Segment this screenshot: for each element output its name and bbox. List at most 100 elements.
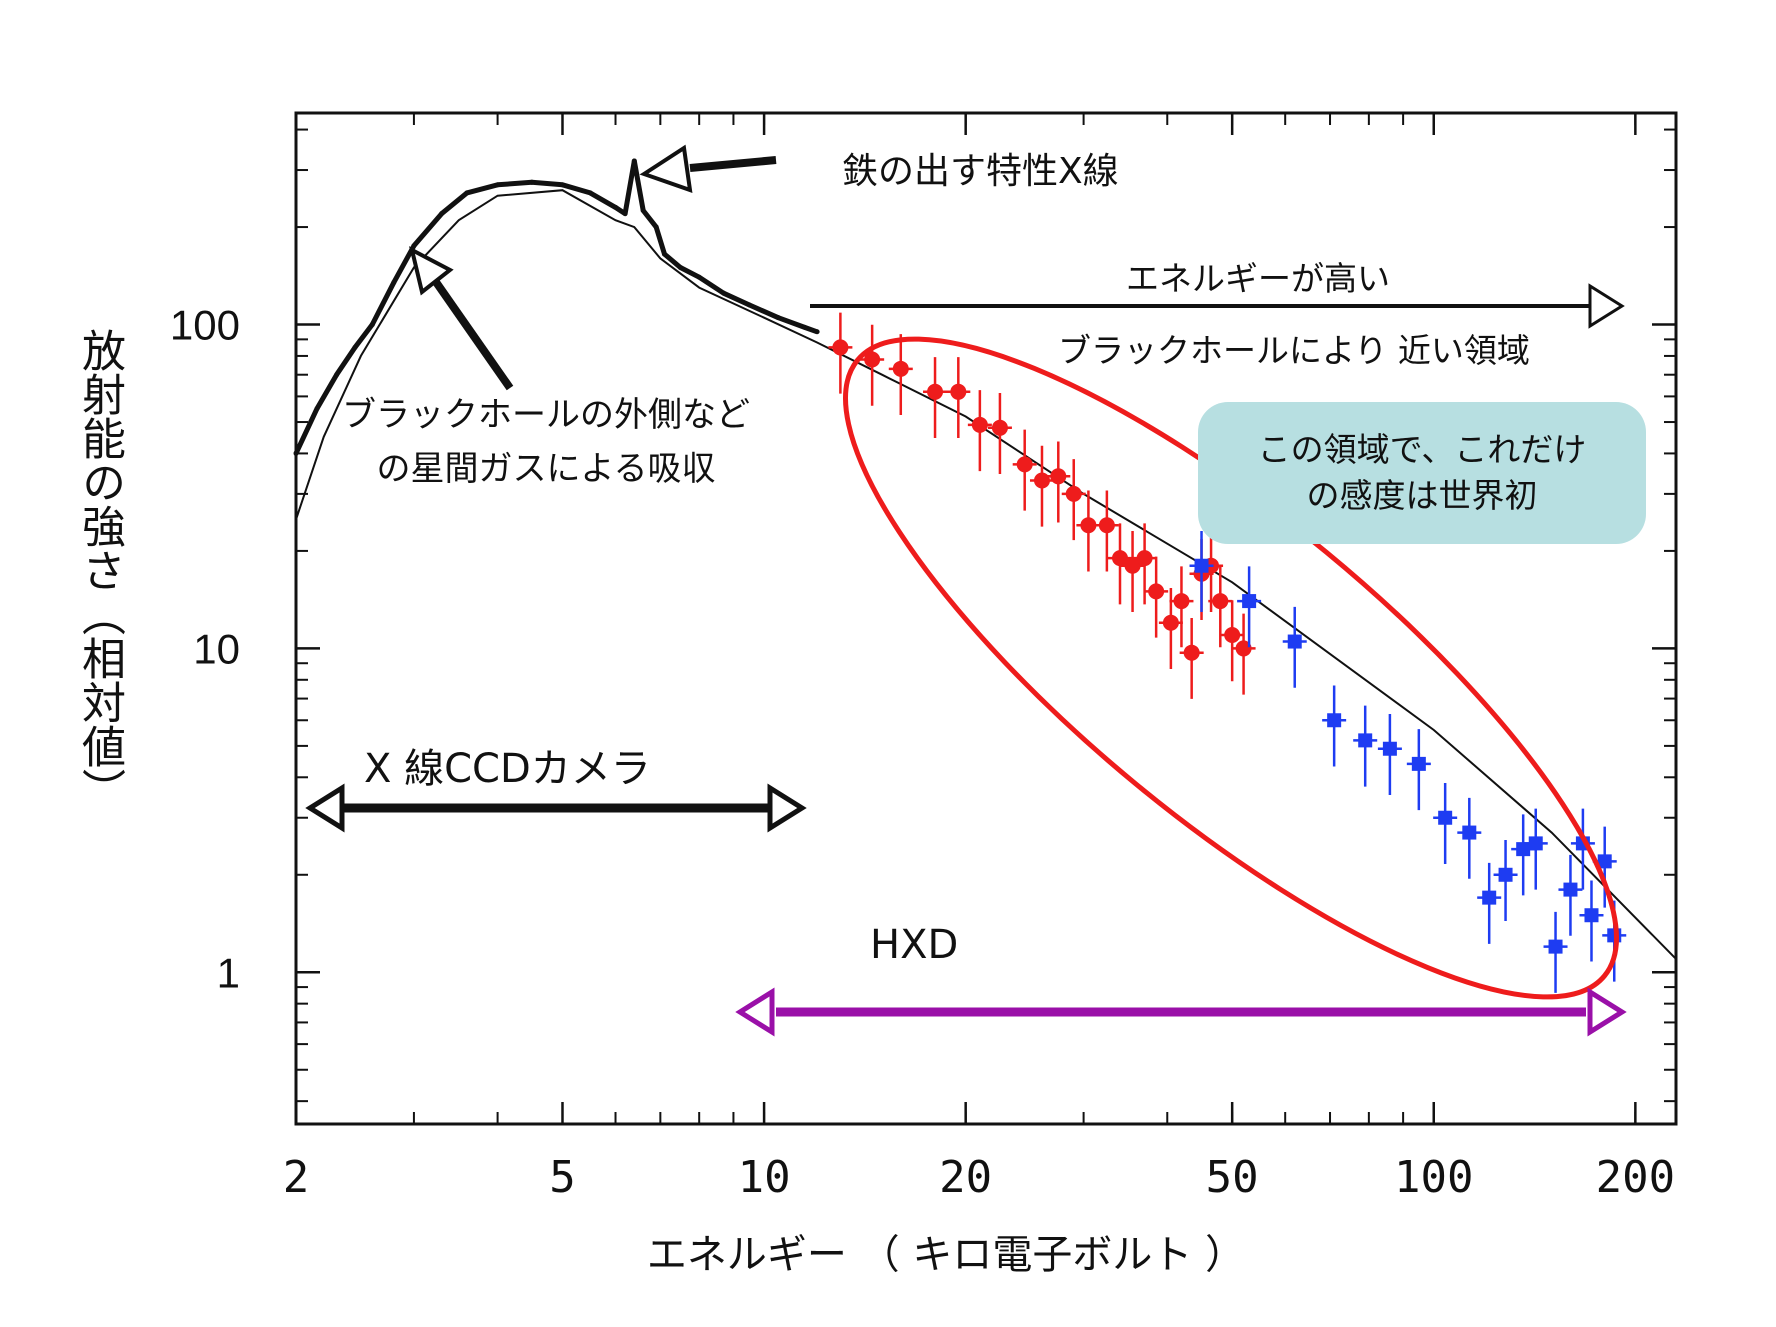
data-point xyxy=(1358,733,1373,748)
sensitivity-callout: この領域で、これだけ の感度は世界初 xyxy=(1198,402,1646,544)
data-point xyxy=(864,351,881,368)
data-point xyxy=(1136,550,1153,567)
x-tick-label: 2 xyxy=(283,1152,310,1203)
near-region-annotation: ブラックホールにより 近い領域 xyxy=(1058,331,1530,370)
ccd-spectrum-point xyxy=(334,372,340,378)
data-point xyxy=(971,416,988,433)
plot-frame xyxy=(294,111,1678,1126)
ccd-spectrum-point xyxy=(559,182,565,188)
ccd-spectrum-point xyxy=(677,265,683,271)
data-point xyxy=(832,339,849,356)
ccd-spectrum-point xyxy=(814,329,820,335)
data-point xyxy=(1462,825,1477,840)
data-point xyxy=(1224,627,1241,644)
ccd-spectrum-point xyxy=(640,207,646,213)
ccd-spectrum-point xyxy=(696,274,702,280)
data-point xyxy=(1033,472,1050,489)
data-point xyxy=(1148,583,1165,600)
ccd-spectrum-point xyxy=(529,179,535,185)
ccd-spectrum-line xyxy=(293,158,818,455)
y-axis-label: 放射能の強さ（相対値） xyxy=(74,328,125,812)
data-point xyxy=(1242,594,1257,609)
ccd-spectrum-point xyxy=(802,324,808,330)
ccd-spectrum-point xyxy=(613,204,619,210)
absorption-arrow-shaft xyxy=(432,279,514,391)
iron-arrow-head xyxy=(639,144,693,193)
arrow-head xyxy=(735,987,775,1037)
data-point xyxy=(1327,713,1342,728)
ccd-spectrum-point xyxy=(746,302,752,308)
ccd-spectrum-point xyxy=(721,290,727,296)
data-point xyxy=(1516,842,1531,857)
iron-arrow-shaft xyxy=(689,156,777,172)
highlight-ellipse xyxy=(843,336,1619,1000)
data-point xyxy=(1112,550,1129,567)
ccd-spectrum-point xyxy=(775,315,781,321)
ccd-spectrum-point xyxy=(661,251,667,257)
ccd-camera-label: X 線CCDカメラ xyxy=(364,746,651,792)
data-point xyxy=(1563,882,1578,897)
ccd-spectrum-point xyxy=(439,211,445,217)
x-tick-label: 10 xyxy=(738,1152,791,1203)
data-point xyxy=(1287,634,1302,649)
data-point xyxy=(1498,867,1513,882)
ccd-spectrum-point xyxy=(369,322,375,328)
absorption-annotation: ブラックホールの外側など の星間ガスによる吸収 xyxy=(342,395,750,489)
data-point xyxy=(1212,593,1229,610)
data-point xyxy=(1482,890,1497,905)
ccd-spectrum-point xyxy=(314,406,320,412)
x-axis-label: エネルギー （ キロ電子ボルト ） xyxy=(647,1232,1245,1278)
absorption-arrow-head xyxy=(409,246,454,296)
ccd-spectrum-layer xyxy=(293,158,820,456)
data-point xyxy=(1016,456,1033,473)
ccd-spectrum-point xyxy=(411,243,417,249)
data-point xyxy=(1050,468,1067,485)
data-point xyxy=(927,383,944,400)
x-tick-label: 100 xyxy=(1394,1152,1473,1203)
x-tick-label: 5 xyxy=(549,1152,576,1203)
x-tick-label: 50 xyxy=(1206,1152,1259,1203)
ccd-spectrum-point xyxy=(622,211,628,217)
data-point xyxy=(1183,644,1200,661)
y-tick-label: 100 xyxy=(170,302,240,349)
data-point xyxy=(1382,741,1397,756)
ccd-spectrum-point xyxy=(464,190,470,196)
axes-layer: 2 5 10 20 50 100 200 1 10 100 エネルギー （ キロ電子ボルト ） xyxy=(170,111,1678,1278)
data-point xyxy=(1438,810,1453,825)
x-tick-label: 20 xyxy=(939,1152,992,1203)
data-point xyxy=(1194,558,1209,573)
ccd-spectrum-point xyxy=(352,344,358,350)
ccd-spectrum-point xyxy=(587,190,593,196)
y-tick-label: 10 xyxy=(193,625,240,672)
data-point xyxy=(1065,485,1082,502)
data-point xyxy=(1098,517,1115,534)
arrow-head xyxy=(305,783,345,833)
y-tick-label: 1 xyxy=(217,949,240,996)
ccd-spectrum-point xyxy=(391,279,397,285)
data-point xyxy=(1597,854,1612,869)
data-point xyxy=(1124,557,1141,574)
annotation-shapes-layer xyxy=(305,144,1627,1037)
data-point xyxy=(950,383,967,400)
callout-text: この領域で、これだけ の感度は世界初 xyxy=(1257,430,1587,515)
data-points-layer xyxy=(828,312,1627,993)
ccd-spectrum-point xyxy=(631,158,637,164)
data-point xyxy=(991,419,1008,436)
hxd-label: HXD xyxy=(870,922,959,968)
energy-high-annotation: エネルギーが高い xyxy=(1126,259,1390,298)
x-tick-label: 200 xyxy=(1596,1152,1675,1203)
ccd-spectrum-point xyxy=(495,182,501,188)
data-point xyxy=(1528,836,1543,851)
arrow-head xyxy=(767,783,807,833)
data-point xyxy=(1411,756,1426,771)
arrow-head xyxy=(1588,283,1625,329)
data-point xyxy=(1173,593,1190,610)
data-point xyxy=(1080,517,1097,534)
ccd-spectrum-point xyxy=(653,224,659,230)
data-point xyxy=(1162,614,1179,631)
arrow-head xyxy=(1587,987,1627,1037)
data-point xyxy=(1235,640,1252,657)
data-point xyxy=(892,360,909,377)
iron-line-annotation: 鉄の出す特性X線 xyxy=(842,151,1119,192)
